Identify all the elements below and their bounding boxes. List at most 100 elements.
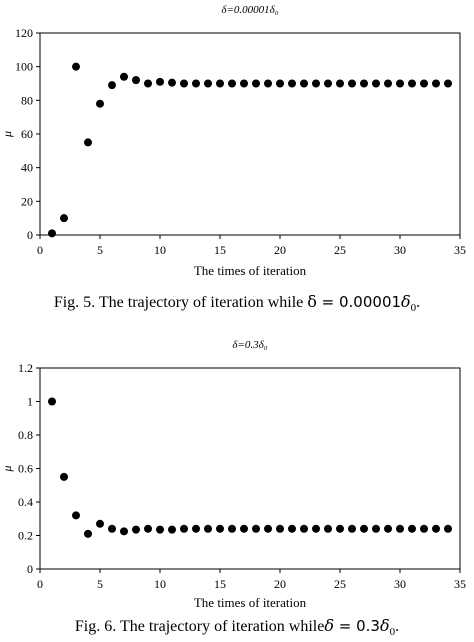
chart-0-data-point [180,79,188,88]
figure-6: δ=0.3δ₀ 0 0.2 0.4 0.6 0.8 1 1.2 0 5 10 15 20 25 30 35 μ T… [0,325,474,642]
chart-0-data-point [264,79,272,88]
chart-0-data-point [240,79,248,88]
chart-0-data-point [228,79,236,88]
figure-5-caption: Fig. 5. The trajectory of iteration whil… [0,292,474,314]
chart-0-x-tick-label: 10 [154,243,166,257]
chart-1-data-point [96,519,104,528]
chart-0-plot-frame [39,32,461,236]
chart-0-data-point [300,79,308,88]
chart-1-data-point [252,524,260,533]
chart-1-data-point [444,524,452,533]
chart-1-data-point [84,529,92,538]
chart-0-data-point [96,99,104,108]
chart-1-data-point [180,524,188,533]
chart-0-x-tick-label: 20 [274,243,286,257]
chart-0-x-tick-label: 25 [334,243,346,257]
chart-0-data-point [108,81,116,90]
chart-0-data-point [48,229,56,238]
chart-delta-0.00001: δ=0.00001δ₀ 0 20 40 60 80 100 120 0 5 10 15 20 25 30 35… [0,4,466,278]
chart-0-data-point [432,79,440,88]
chart-0-data-point [324,79,332,88]
chart-0-x-tick-label: 5 [97,243,103,257]
chart-1-title: δ=0.3δ₀ [232,339,267,351]
chart-1-x-tick-label: 10 [154,577,166,591]
chart-0-x-axis-label: The times of iteration [194,263,307,278]
chart-1-data-point [48,397,56,406]
chart-0-data-point [348,79,356,88]
chart-1-data-point [360,524,368,533]
chart-0-y-tick-label: 100 [15,60,33,74]
caption-equals: = [333,617,357,635]
chart-1-x-tick-label: 25 [334,577,346,591]
chart-0-y-tick-label: 40 [21,161,33,175]
chart-0-data-point [84,138,92,147]
chart-1-y-tick-label: 0.6 [18,462,33,476]
caption-prefix: Fig. 5. The trajectory of iteration whil… [53,294,308,311]
chart-1-x-tick-label: 15 [214,577,226,591]
chart-1-x-tick-label: 30 [394,577,406,591]
chart-1-data-point [72,511,80,520]
caption-value: 0.00001 [339,293,402,311]
chart-0-data-point [444,79,452,88]
chart-0-data-point [312,79,320,88]
chart-1-data-point [108,524,116,533]
chart-1-y-tick-label: 0 [27,562,33,576]
chart-1-y-tick-label: 1.2 [18,361,33,375]
chart-1-y-axis-label: μ [0,465,14,472]
chart-0-data-point [192,79,200,88]
chart-0-data-point [384,79,392,88]
chart-1-x-tick-label: 5 [97,577,103,591]
chart-1-data-point [384,524,392,533]
chart-0-data-point [360,79,368,88]
chart-1-data-point [216,524,224,533]
chart-1-data-point [336,524,344,533]
caption-suffix: . [395,618,400,635]
chart-0-x-tick-label: 0 [37,243,43,257]
chart-1-data-point [324,524,332,533]
chart-0-data-point [72,62,80,71]
chart-0-data-point [216,79,224,88]
chart-1-data-point [288,524,296,533]
chart-0-data-point [276,79,284,88]
chart-delta-0.3: δ=0.3δ₀ 0 0.2 0.4 0.6 0.8 1 1.2 0 5 10 15 20 25 30 35 μ T… [0,339,466,610]
chart-1-data-point [432,524,440,533]
caption-delta-sub: 0 [410,302,417,315]
chart-1-x-axis-label: The times of iteration [194,595,307,610]
chart-1-data-point [264,524,272,533]
chart-1-y-tick-label: 0.2 [18,529,33,543]
chart-0-data-point [60,214,68,223]
chart-1-data-point [156,525,164,534]
chart-0-y-tick-label: 60 [21,127,33,141]
chart-1-data-point [192,524,200,533]
figure-5: δ=0.00001δ₀ 0 20 40 60 80 100 120 0 5 10 15 20 25 30 35… [0,4,474,314]
chart-0-data-point [156,77,164,86]
chart-1-data-point [396,524,404,533]
chart-0-data-point [252,79,260,88]
chart-1-x-tick-label: 35 [454,577,466,591]
caption-delta-ref: δ [401,292,411,311]
chart-1-data-point [300,524,308,533]
caption-delta-ref: δ [379,616,390,635]
caption-delta-symbol: δ [307,292,317,311]
chart-1-data-point [132,525,140,534]
chart-0-data-point [168,78,176,87]
chart-0-data-point [408,79,416,88]
chart-1-data-point [144,524,152,533]
chart-0-y-tick-label: 0 [27,228,33,242]
chart-1-data-point [60,472,68,481]
chart-0-y-tick-label: 20 [21,194,33,208]
chart-0-y-axis-label: μ [0,131,14,138]
chart-0-x-tick-label: 15 [214,243,226,257]
chart-1-y-tick-label: 0.4 [18,495,33,509]
chart-1-x-tick-label: 0 [37,577,43,591]
chart-1-data-point [312,524,320,533]
chart-1-plot-frame [39,367,461,570]
chart-0-title: δ=0.00001δ₀ [221,4,278,16]
chart-0-data-point [144,79,152,88]
chart-0-data-point [120,72,128,81]
chart-1-data-point [168,525,176,534]
chart-1-data-point [276,524,284,533]
chart-0-data-point [288,79,296,88]
chart-0-data-point [396,79,404,88]
chart-1-data-point [408,524,416,533]
